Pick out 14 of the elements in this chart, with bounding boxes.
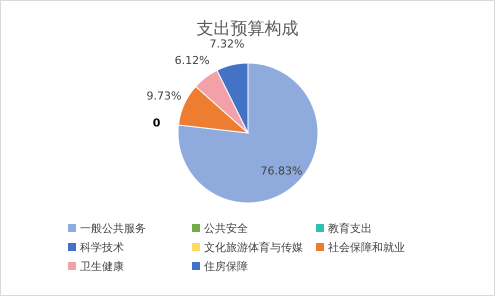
chart-title: 支出预算构成 [196,19,298,39]
data-label: 76.83% [260,164,303,178]
legend-label: 住房保障 [204,260,248,273]
text: 0 [152,116,160,130]
data-label: 9.73% [146,89,182,102]
legend-label: 文化旅游体育与传媒 [204,241,303,254]
data-label: 7.32% [210,37,245,50]
legend-label: 公共安全 [204,222,248,235]
legend-label: 科学技术 [80,241,124,254]
legend-label: 一般公共服务 [80,222,146,235]
legend-label: 社会保障和就业 [328,241,405,254]
data-label: 6.12% [174,54,210,67]
legend-label: 卫生健康 [80,260,124,273]
legend-label: 教育支出 [328,222,372,235]
